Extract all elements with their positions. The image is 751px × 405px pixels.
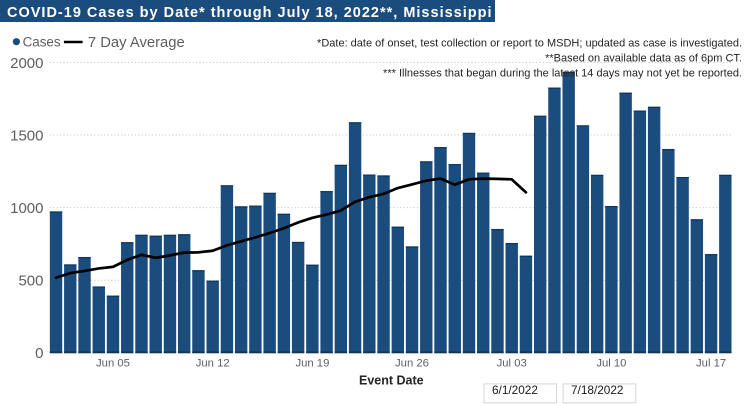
svg-text:6/1/2022: 6/1/2022 bbox=[492, 383, 538, 397]
svg-text:Cases: Cases bbox=[23, 34, 61, 49]
svg-text:*** Illnesses that began durin: *** Illnesses that began during the late… bbox=[383, 67, 742, 79]
svg-text:1000: 1000 bbox=[10, 200, 43, 217]
svg-text:Jun 05: Jun 05 bbox=[96, 358, 130, 370]
svg-text:2000: 2000 bbox=[10, 55, 43, 72]
svg-text:0: 0 bbox=[35, 345, 43, 362]
svg-text:COVID-19 Cases by Date* throug: COVID-19 Cases by Date* through July 18,… bbox=[7, 5, 493, 21]
svg-text:Jun 19: Jun 19 bbox=[295, 358, 329, 370]
svg-text:**Based on available data as o: **Based on available data as of 6pm CT. bbox=[545, 52, 742, 64]
svg-text:Jun 26: Jun 26 bbox=[395, 358, 429, 370]
svg-text:Jun 12: Jun 12 bbox=[196, 358, 230, 370]
svg-text:Event Date: Event Date bbox=[359, 374, 424, 388]
svg-text:Jul 03: Jul 03 bbox=[497, 358, 527, 370]
svg-text:7 Day Average: 7 Day Average bbox=[88, 35, 185, 51]
svg-text:7/18/2022: 7/18/2022 bbox=[571, 383, 623, 397]
svg-text:500: 500 bbox=[18, 273, 43, 290]
svg-text:Jul 17: Jul 17 bbox=[696, 358, 726, 370]
svg-text:*Date: date of onset, test col: *Date: date of onset, test collection or… bbox=[317, 38, 742, 50]
svg-text:Jul 10: Jul 10 bbox=[596, 358, 626, 370]
svg-text:1500: 1500 bbox=[10, 127, 43, 144]
